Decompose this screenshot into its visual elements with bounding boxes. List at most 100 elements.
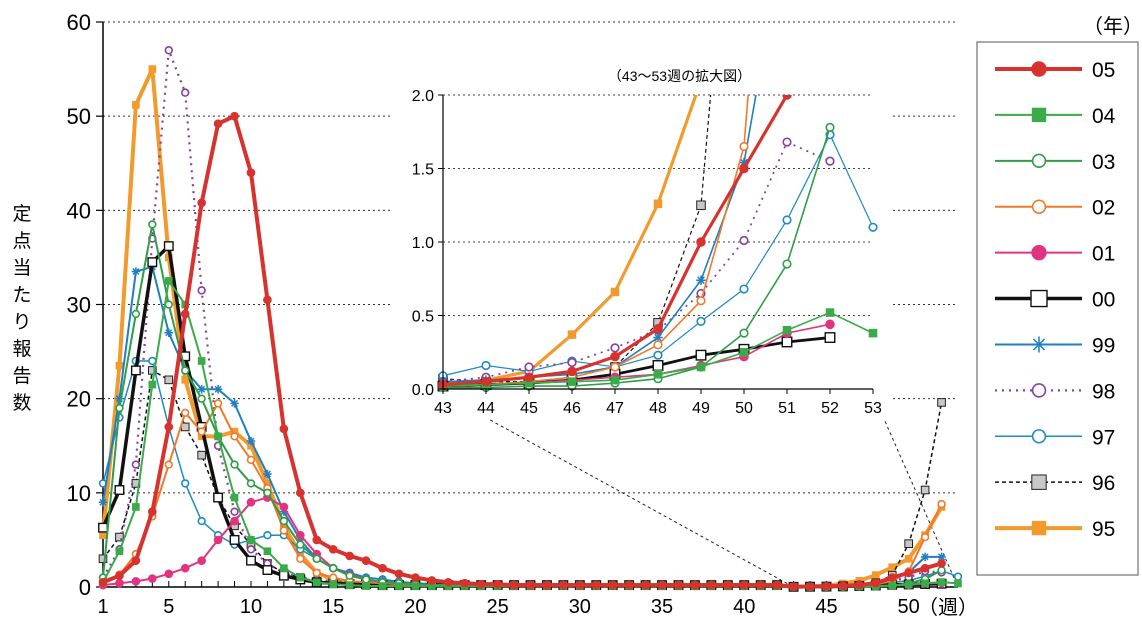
data-point [230,432,239,441]
legend-label: 99 [1092,334,1115,357]
data-point [230,399,239,408]
legend-entry: 99 [995,334,1115,357]
data-point [164,328,174,337]
data-point [825,319,835,330]
x-axis-unit-label: （週） [918,596,978,619]
data-point [246,455,256,465]
data-point [115,571,124,581]
data-point [131,556,141,565]
data-point [361,556,371,565]
data-point [526,580,535,590]
data-point [739,235,749,246]
data-point [263,469,272,479]
data-point [1031,153,1047,169]
data-point [756,580,766,590]
data-point [781,336,793,348]
data-point [1031,520,1047,536]
data-point [263,295,272,305]
y-tick-label: 10 [67,481,91,506]
inset-x-tick-label: 51 [778,400,796,417]
data-point [197,357,206,365]
data-point [1031,107,1047,123]
x-tick-label: 45 [815,596,837,618]
data-point [247,536,255,544]
data-point [164,277,173,285]
data-point [361,575,371,584]
data-point [559,580,568,590]
data-point [838,581,848,591]
data-point [115,578,124,588]
inset-x-tick-label: 43 [434,400,452,417]
x-tick-label: 15 [322,596,344,618]
data-point [115,361,124,370]
data-point [824,332,836,343]
data-point [610,362,620,372]
data-point [696,200,706,211]
data-point [920,532,930,542]
inset-background [393,63,893,419]
data-point [147,257,158,268]
x-tick-label: 1 [97,596,108,618]
data-point [428,582,436,590]
data-point [739,580,749,590]
data-point [937,566,946,575]
data-point [1031,336,1047,353]
data-point [181,479,190,488]
data-point [855,580,864,590]
data-point [345,551,354,561]
legend-entry: 01 [995,243,1115,266]
data-point [608,580,618,590]
inset-x-tick-label: 48 [649,400,667,417]
data-point [921,579,929,588]
legend: 05 04 03 02 01 00 99 98 97 96 95 [976,41,1139,576]
data-point [481,360,491,371]
data-point [782,215,792,225]
data-point [378,563,387,573]
data-point [871,578,881,588]
data-point [509,580,519,590]
x-tick-label: 30 [569,596,591,618]
data-point [280,564,288,572]
data-point [115,403,124,413]
data-point [653,340,663,350]
data-point [887,573,897,582]
data-point [674,580,683,590]
data-point [279,502,289,512]
data-point [312,535,322,545]
legend-box [976,41,1139,576]
legend-entry: 96 [995,472,1115,495]
data-point [610,351,620,362]
data-point [98,498,108,507]
data-point [328,563,338,573]
data-point [610,287,620,297]
data-point [181,88,190,97]
data-point [263,531,272,540]
data-point [213,492,224,503]
data-point [1031,244,1047,261]
legend-entry: 05 [995,59,1115,82]
data-point [825,156,835,166]
data-point [920,552,930,562]
data-point [524,378,534,388]
y-tick-label: 50 [67,104,91,129]
inset-series-05 [438,95,792,390]
inset-x-tick-label: 47 [606,400,624,417]
inset-gridlines [443,94,873,316]
data-point [657,580,667,590]
data-point [524,362,534,372]
data-point [782,325,792,335]
data-point [696,316,706,326]
data-point [197,427,206,436]
data-point [328,573,338,582]
data-point [164,569,174,579]
data-point [279,526,289,535]
data-point [329,580,338,588]
inset-y-tick-label: 1.0 [412,235,434,252]
data-point [312,554,321,563]
data-point [345,571,354,580]
legend-label: 05 [1092,59,1115,82]
data-point [246,545,256,554]
data-point [696,275,706,285]
inset-series-line [443,127,831,389]
inset-x-tick-label: 50 [735,400,753,417]
